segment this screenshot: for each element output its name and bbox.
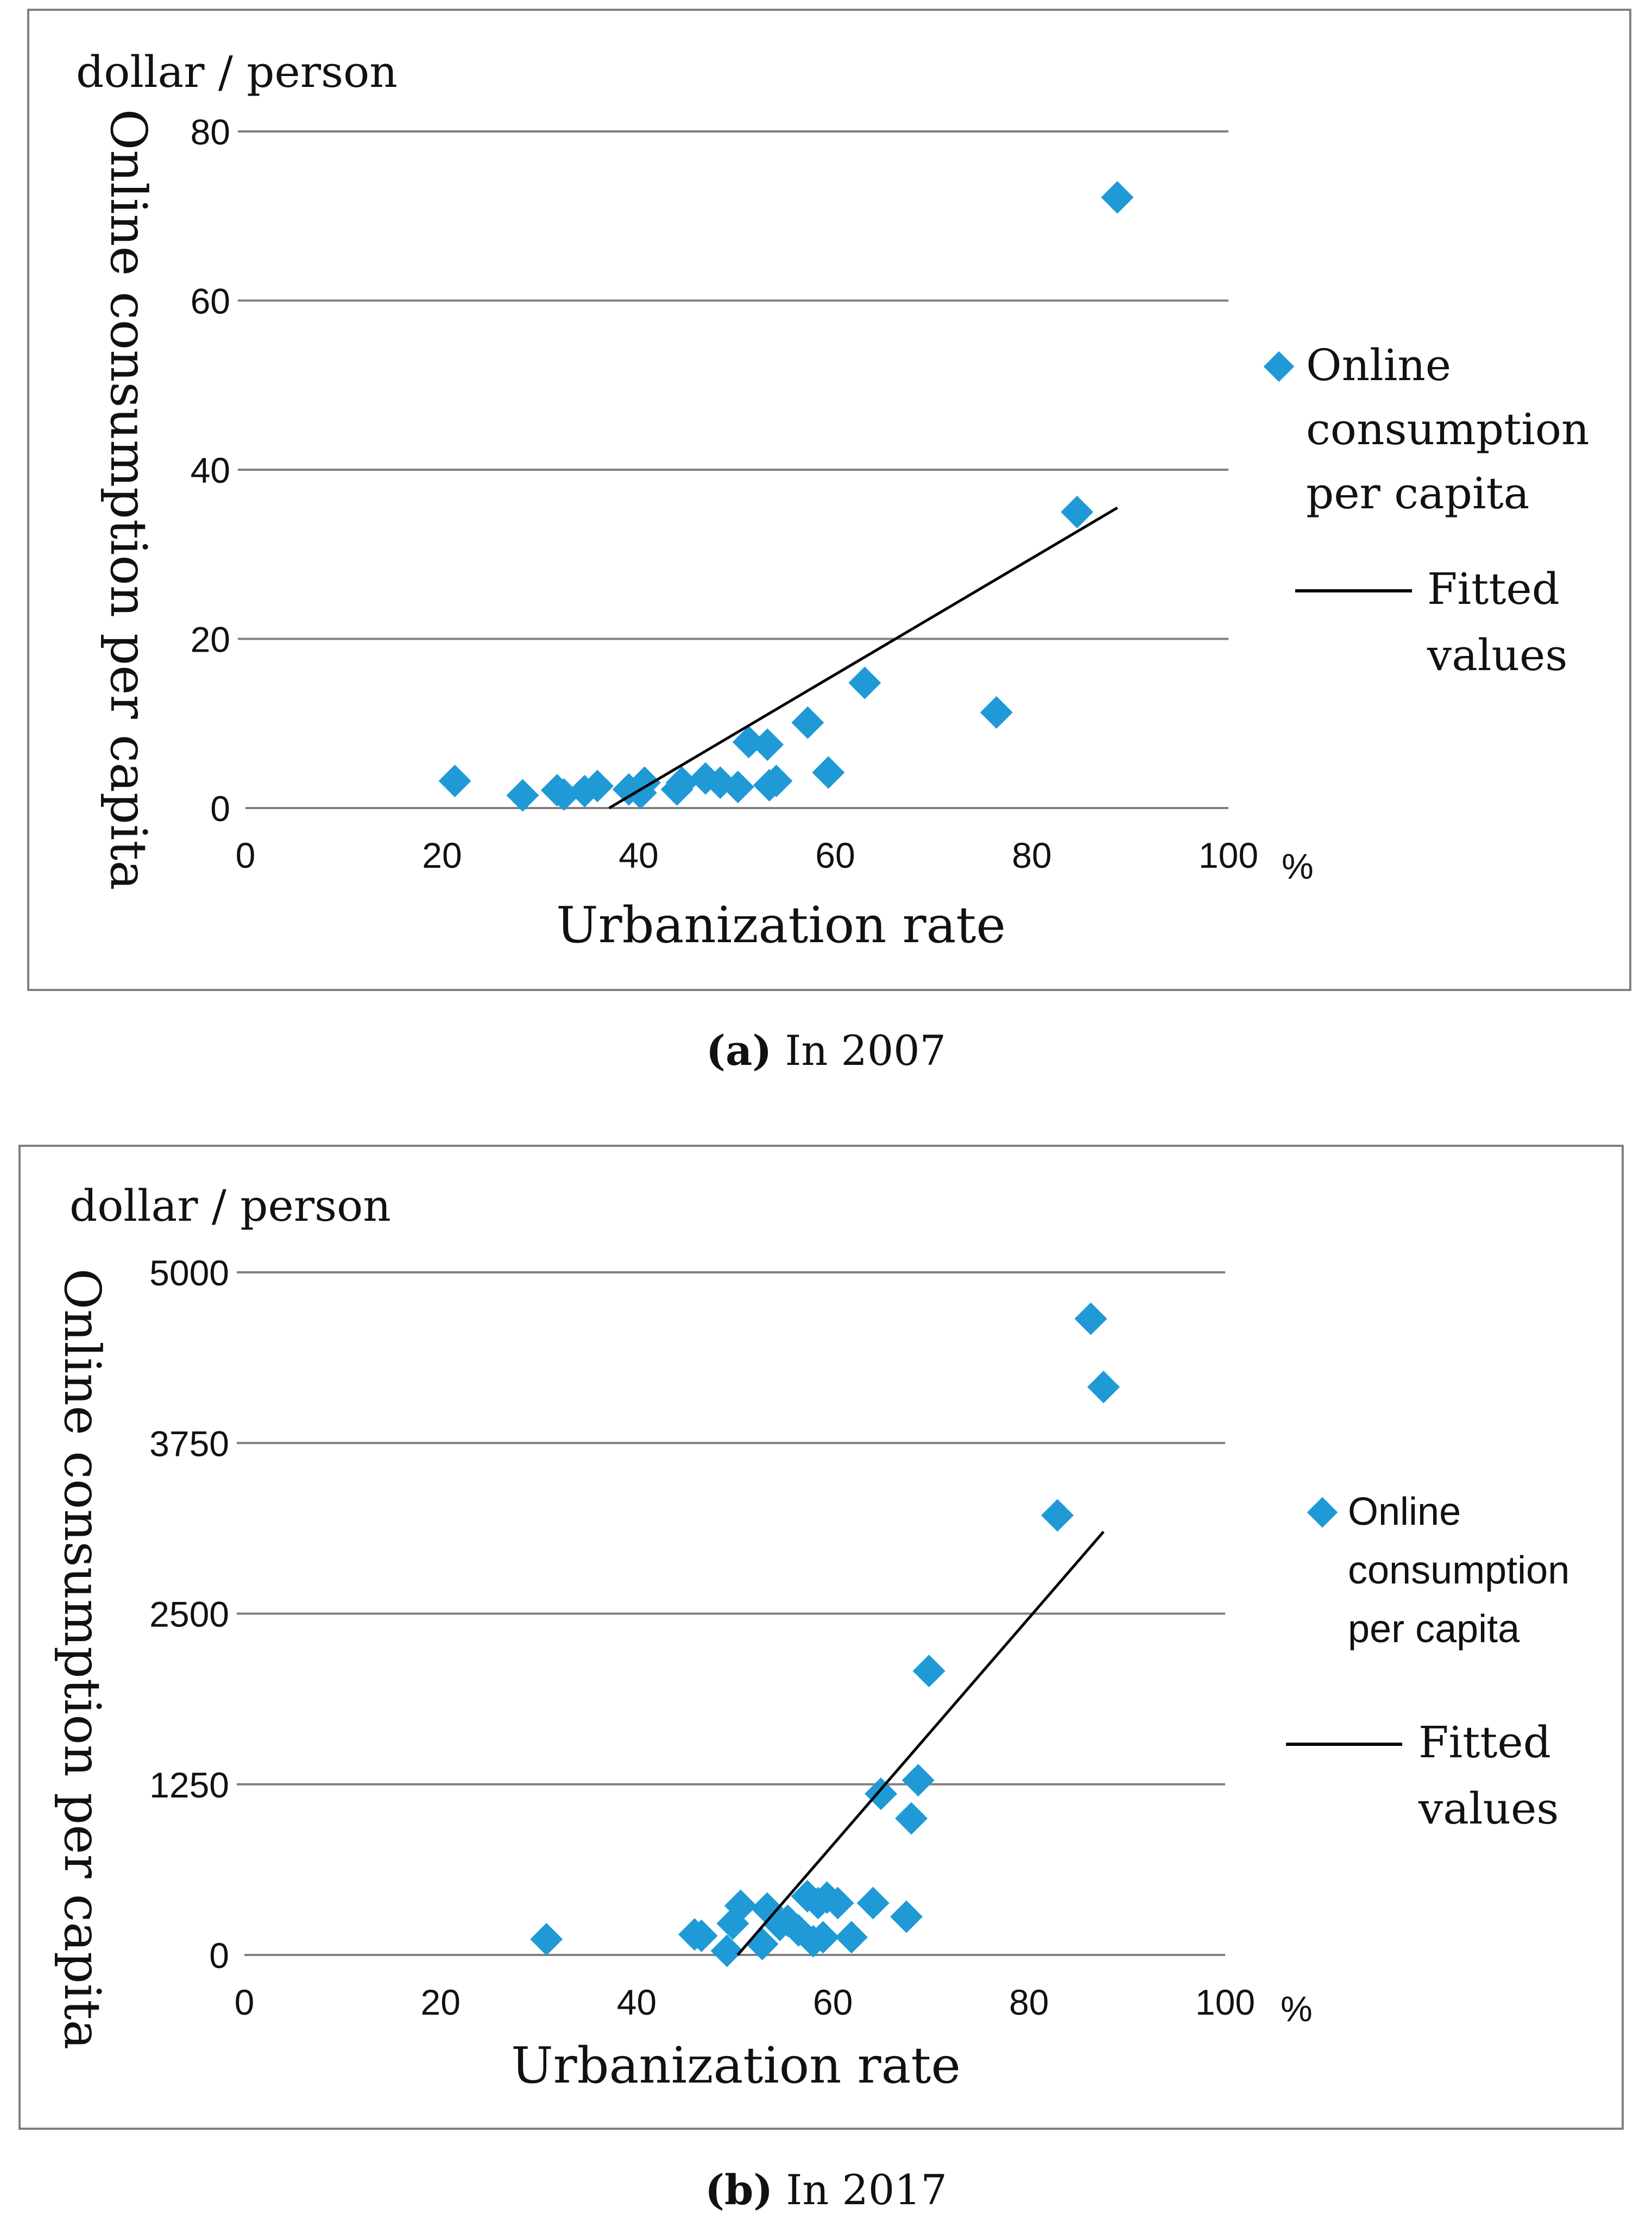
chart-a-fitted-line xyxy=(608,506,1118,810)
y-tick-label: 80 xyxy=(191,112,230,152)
y-tick-label: 2500 xyxy=(149,1594,229,1635)
scatter-point xyxy=(901,1764,935,1797)
scatter-point xyxy=(1074,1302,1107,1335)
y-tick-label: 1250 xyxy=(149,1765,229,1805)
scatter-point xyxy=(856,1887,890,1920)
chart-b-legend-diamond-icon xyxy=(1307,1497,1338,1528)
y-tick-label: 0 xyxy=(209,1935,229,1976)
chart-b-legend-fit-label: Fitted values xyxy=(1418,1717,1565,1834)
scatter-point xyxy=(438,765,471,798)
caption-b-text: In 2017 xyxy=(786,2166,947,2214)
chart-a-gridlines xyxy=(238,130,1228,640)
scatter-point xyxy=(1087,1371,1120,1404)
scatter-point xyxy=(547,778,581,811)
scatter-point xyxy=(890,1900,923,1933)
chart-b-x-tick-labels: 0 20 40 60 80 100 xyxy=(235,1982,1255,2022)
caption-b: (b) In 2017 xyxy=(0,2166,1652,2214)
x-tick-label: 100 xyxy=(1199,835,1258,875)
scatter-point xyxy=(812,756,845,789)
scatter-point xyxy=(685,1919,718,1952)
x-tick-label: 40 xyxy=(617,1982,657,2022)
chart-b-y-axis-label: Online consumption per capita xyxy=(53,1269,111,2050)
caption-a: (a) In 2007 xyxy=(0,1026,1652,1075)
chart-b-x-axis-label: Urbanization rate xyxy=(511,2036,961,2094)
caption-b-label: (b) xyxy=(705,2166,773,2214)
chart-a-x-unit: % xyxy=(1282,846,1314,886)
scatter-point xyxy=(530,1923,563,1956)
chart-b-x-unit: % xyxy=(1281,1989,1313,2029)
caption-a-label: (a) xyxy=(706,1026,772,1075)
chart-b-frame xyxy=(18,1145,1624,2130)
chart-a-legend-fit-label: Fitted values xyxy=(1427,564,1573,680)
caption-a-text: In 2007 xyxy=(785,1026,946,1075)
figure-panel-b: dollar / person 0 1250 2500 3750 5000 0 20 40 6… xyxy=(0,1113,1652,2227)
chart-a-scatter-series xyxy=(438,181,1134,812)
x-tick-label: 0 xyxy=(236,835,256,875)
scatter-point xyxy=(724,1889,757,1922)
chart-b-legend: Online consumption per capita Fitted val… xyxy=(1286,1490,1580,1834)
y-tick-label: 20 xyxy=(191,620,230,660)
chart-a-x-tick-labels: 0 20 40 60 80 100 xyxy=(236,835,1258,875)
chart-b-legend-scatter-label: Online consumption per capita xyxy=(1348,1490,1580,1651)
y-tick-label: 0 xyxy=(210,788,230,829)
chart-a-unit-label: dollar / person xyxy=(76,47,398,97)
scatter-point xyxy=(1041,1499,1074,1532)
chart-a-legend: Online consumption per capita Fitted val… xyxy=(1263,340,1603,680)
y-tick-label: 5000 xyxy=(149,1253,229,1293)
scatter-point xyxy=(980,696,1013,729)
y-tick-label: 40 xyxy=(191,450,230,490)
scatter-point xyxy=(710,1934,743,1967)
chart-b-unit-label: dollar / person xyxy=(70,1181,391,1231)
chart-b-fitted-line xyxy=(736,1531,1105,1956)
chart-b-y-tick-labels: 0 1250 2500 3750 5000 xyxy=(149,1253,229,1976)
y-tick-label: 60 xyxy=(191,281,230,321)
x-tick-label: 20 xyxy=(420,1982,460,2022)
y-tick-label: 3750 xyxy=(149,1423,229,1463)
chart-a-x-axis-label: Urbanization rate xyxy=(556,896,1006,954)
scatter-point xyxy=(760,765,793,798)
x-tick-label: 80 xyxy=(1012,835,1051,875)
scatter-point xyxy=(506,779,539,812)
chart-a-y-axis-label: Online consumption per capita xyxy=(99,109,157,891)
chart-b: dollar / person 0 1250 2500 3750 5000 0 20 40 6… xyxy=(18,1145,1624,2130)
scatter-point xyxy=(835,1921,868,1954)
chart-a-legend-scatter-label: Online consumption per capita xyxy=(1306,340,1603,519)
x-tick-label: 60 xyxy=(815,835,855,875)
x-tick-label: 60 xyxy=(813,1982,853,2022)
scatter-point xyxy=(1061,495,1094,528)
x-tick-label: 20 xyxy=(422,835,462,875)
scatter-point xyxy=(848,666,881,699)
chart-b-scatter-series xyxy=(530,1302,1120,1967)
scatter-point xyxy=(821,1887,854,1920)
chart-a-frame xyxy=(27,9,1631,991)
scatter-point xyxy=(791,706,824,739)
scatter-point xyxy=(912,1655,945,1688)
x-tick-label: 80 xyxy=(1009,1982,1049,2022)
scatter-point xyxy=(865,1777,898,1810)
scatter-point xyxy=(581,769,614,803)
chart-a-legend-diamond-icon xyxy=(1263,351,1295,382)
x-tick-label: 40 xyxy=(619,835,658,875)
scatter-point xyxy=(1101,181,1134,214)
scatter-point xyxy=(751,728,784,761)
chart-b-gridlines xyxy=(237,1271,1225,1786)
chart-a: dollar / person 0 20 40 60 80 0 20 40 60 80 100 %… xyxy=(27,9,1631,991)
figure-panel-a: dollar / person 0 20 40 60 80 0 20 40 60 80 100 %… xyxy=(0,0,1652,1086)
scatter-point xyxy=(665,766,698,799)
x-tick-label: 0 xyxy=(235,1982,255,2022)
chart-a-y-tick-labels: 0 20 40 60 80 xyxy=(191,112,230,829)
scatter-point xyxy=(721,771,754,804)
x-tick-label: 100 xyxy=(1195,1982,1255,2022)
scatter-point xyxy=(895,1802,928,1835)
scatter-point xyxy=(806,1921,840,1954)
